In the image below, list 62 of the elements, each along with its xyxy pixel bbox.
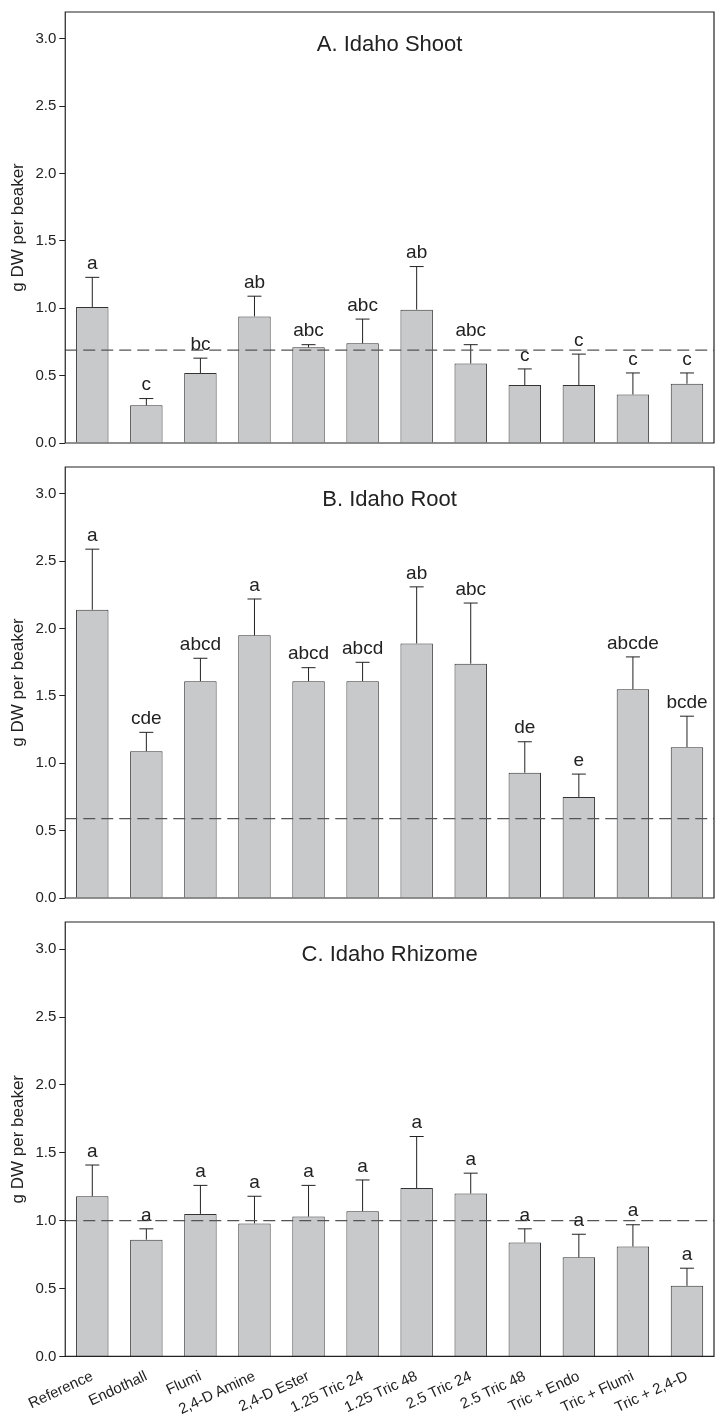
y-tick-label: 1.0 <box>35 1210 57 1228</box>
y-tick-label: 2.0 <box>35 163 57 181</box>
annotation: abc <box>293 319 324 341</box>
y-tick-label: 2.5 <box>35 551 57 569</box>
annotation: a <box>411 1111 423 1133</box>
y-tick-label: 3.0 <box>35 484 57 502</box>
y-tick-label: 1.0 <box>35 753 57 771</box>
annotation: a <box>86 252 98 274</box>
y-axis-title: g DW per beaker <box>7 1074 27 1204</box>
text: C. Idaho Rhizome <box>301 941 478 967</box>
annotation: a <box>465 1147 477 1169</box>
annotation: a <box>86 1139 98 1161</box>
annotation: a <box>249 1170 261 1192</box>
y-tick-label: 1.5 <box>35 686 57 704</box>
annotation: c <box>520 343 530 365</box>
annotation: e <box>573 748 585 770</box>
y-tick-label: 2.5 <box>35 96 57 114</box>
annotation: de <box>514 716 536 738</box>
annotation: c <box>682 347 692 369</box>
annotation: ab <box>406 561 428 583</box>
y-axis-title: g DW per beaker <box>7 617 27 747</box>
y-tick-label: 0.5 <box>35 365 57 383</box>
annotation: cde <box>131 707 162 729</box>
annotation: ab <box>243 270 266 292</box>
annotation: a <box>195 1160 207 1182</box>
annotation: a <box>249 573 261 595</box>
y-tick-label: 2.0 <box>35 618 57 636</box>
y-tick-label: 1.0 <box>35 298 57 316</box>
y-axis-title: g DW per beaker <box>7 162 27 292</box>
annotation: c <box>141 373 152 395</box>
annotation: abc <box>455 577 487 599</box>
annotation: a <box>141 1203 153 1225</box>
annotation: abc <box>347 293 378 315</box>
annotation: a <box>519 1203 531 1225</box>
y-tick-label: 2.5 <box>35 1007 57 1025</box>
annotation: abc <box>455 319 487 341</box>
annotation: bcde <box>666 690 708 712</box>
y-tick-label: 0.5 <box>35 1278 57 1296</box>
annotation: c <box>628 347 638 369</box>
y-tick-label: 0.5 <box>35 820 57 838</box>
y-tick-label: 0.0 <box>35 888 57 906</box>
y-tick-label: 1.5 <box>35 1142 57 1160</box>
annotation: a <box>357 1154 369 1176</box>
y-tick-label: 2.0 <box>35 1075 57 1093</box>
annotation: a <box>627 1199 639 1221</box>
annotation: a <box>681 1242 693 1264</box>
y-tick-label: 0.0 <box>35 433 57 451</box>
annotation: c <box>574 328 584 350</box>
y-tick-label: 1.5 <box>35 231 57 249</box>
annotation: abcd <box>179 632 222 654</box>
y-tick-label: 3.0 <box>35 29 57 47</box>
annotation: a <box>303 1160 315 1182</box>
annotation: abcd <box>341 637 384 659</box>
y-tick-label: 3.0 <box>35 939 57 957</box>
annotation: bc <box>190 332 211 354</box>
annotation: abcd <box>287 642 330 664</box>
annotation: ab <box>406 241 428 263</box>
text: B. Idaho Root <box>322 486 457 512</box>
text: A. Idaho Shoot <box>316 31 463 57</box>
y-tick-label: 0.0 <box>35 1346 57 1364</box>
annotation: a <box>86 523 98 545</box>
annotation: abcde <box>607 631 659 653</box>
